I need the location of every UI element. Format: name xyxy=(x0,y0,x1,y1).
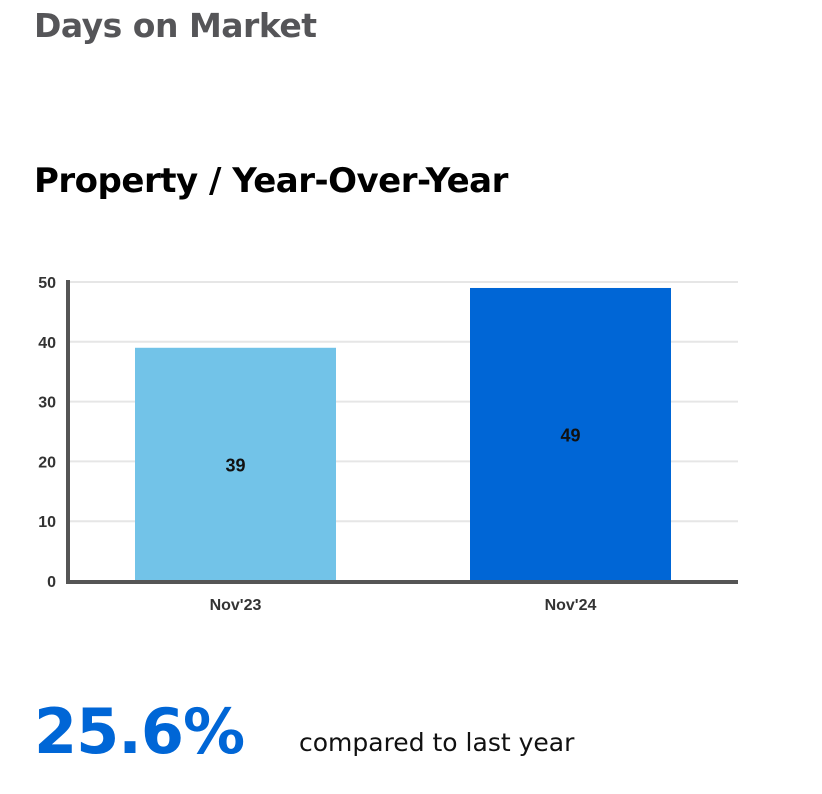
percent-change-caption: compared to last year xyxy=(299,728,575,757)
bar-chart: 0 10 20 30 40 50 39 Nov'23 49 Nov'24 xyxy=(38,275,738,614)
percent-change-value: 25.6% xyxy=(34,695,245,768)
x-tick-label: Nov'24 xyxy=(545,597,597,614)
bar xyxy=(135,347,336,581)
y-tick-label: 40 xyxy=(38,335,56,352)
y-tick-label: 10 xyxy=(38,514,56,531)
section-title: Days on Market xyxy=(34,6,317,45)
bar-data-label: 49 xyxy=(560,425,580,445)
y-tick-label: 0 xyxy=(47,574,56,591)
labels: 0 10 20 30 40 50 39 Nov'23 49 Nov'24 xyxy=(38,275,596,614)
axes xyxy=(66,280,738,584)
y-tick-label: 50 xyxy=(38,275,56,292)
y-tick-label: 20 xyxy=(38,454,56,471)
bars xyxy=(135,287,671,581)
bar-data-label: 39 xyxy=(225,455,245,475)
x-tick-label: Nov'23 xyxy=(210,597,262,614)
chart-title: Property / Year-Over-Year xyxy=(34,161,508,201)
bar xyxy=(470,287,671,581)
y-tick-label: 30 xyxy=(38,395,56,412)
